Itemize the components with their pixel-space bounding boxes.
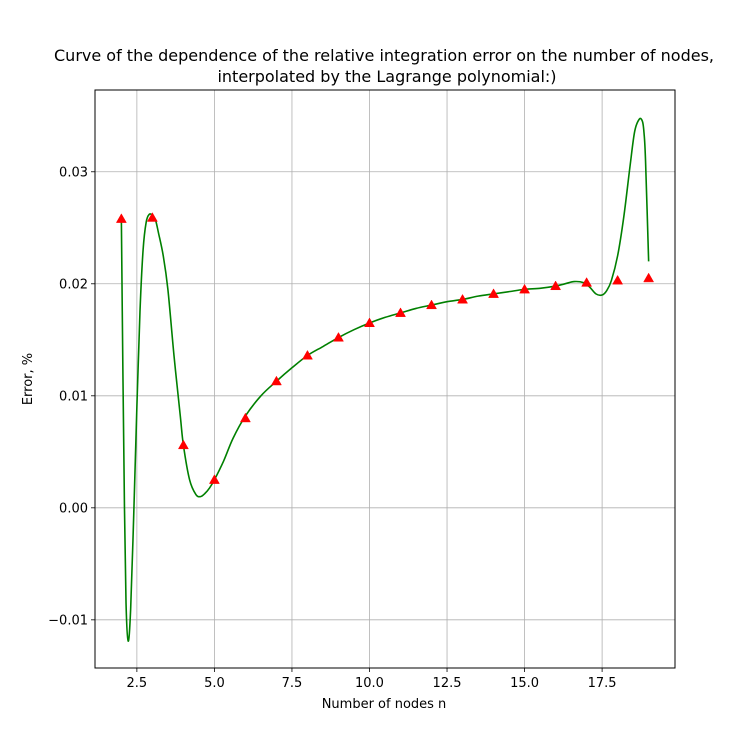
data-point-marker xyxy=(612,274,624,285)
plot-frame xyxy=(94,89,676,669)
y-tick-label: 0.03 xyxy=(59,165,88,180)
x-tick-label: 2.5 xyxy=(127,676,148,691)
data-point-marker xyxy=(115,213,127,223)
y-axis-ticks: −0.01 0.00 0.01 0.02 0.03 xyxy=(48,165,95,628)
data-point-marker xyxy=(333,332,344,342)
data-point-marker xyxy=(519,283,531,294)
data-point-marker xyxy=(271,375,282,386)
y-tick-label: 0.01 xyxy=(59,389,88,404)
grid-lines xyxy=(95,90,675,668)
y-tick-label: 0.02 xyxy=(59,277,88,292)
data-point-marker xyxy=(239,412,251,423)
data-point-marker xyxy=(302,349,313,360)
data-point-marker xyxy=(488,288,499,298)
y-tick-label: −0.01 xyxy=(48,613,88,628)
data-point-marker xyxy=(208,474,220,484)
chart-title-line-2: interpolated by the Lagrange polynomial:… xyxy=(217,67,556,86)
x-tick-label: 7.5 xyxy=(282,676,303,691)
x-tick-label: 12.5 xyxy=(433,676,462,691)
x-tick-label: 10.0 xyxy=(355,676,384,691)
x-tick-label: 17.5 xyxy=(588,676,617,691)
data-point-marker xyxy=(426,299,437,310)
data-point-marker xyxy=(550,280,562,291)
x-tick-label: 15.0 xyxy=(510,676,539,691)
x-tick-label: 5.0 xyxy=(204,676,225,691)
data-point-marker xyxy=(581,277,593,287)
chart-title-line-1: Curve of the dependence of the relative … xyxy=(54,46,714,65)
data-point-marker xyxy=(395,307,406,317)
data-point-marker xyxy=(643,272,655,283)
data-point-marker xyxy=(364,317,375,327)
data-point-marker xyxy=(177,439,189,450)
x-axis-label: Number of nodes n xyxy=(322,697,447,712)
data-point-markers xyxy=(115,212,655,484)
data-point-marker xyxy=(146,212,158,222)
y-axis-label: Error, % xyxy=(21,353,36,405)
y-tick-label: 0.00 xyxy=(59,501,88,516)
x-axis-ticks: 2.5 5.0 7.5 10.0 12.5 15.0 17.5 xyxy=(127,668,617,691)
data-point-marker xyxy=(457,293,468,304)
